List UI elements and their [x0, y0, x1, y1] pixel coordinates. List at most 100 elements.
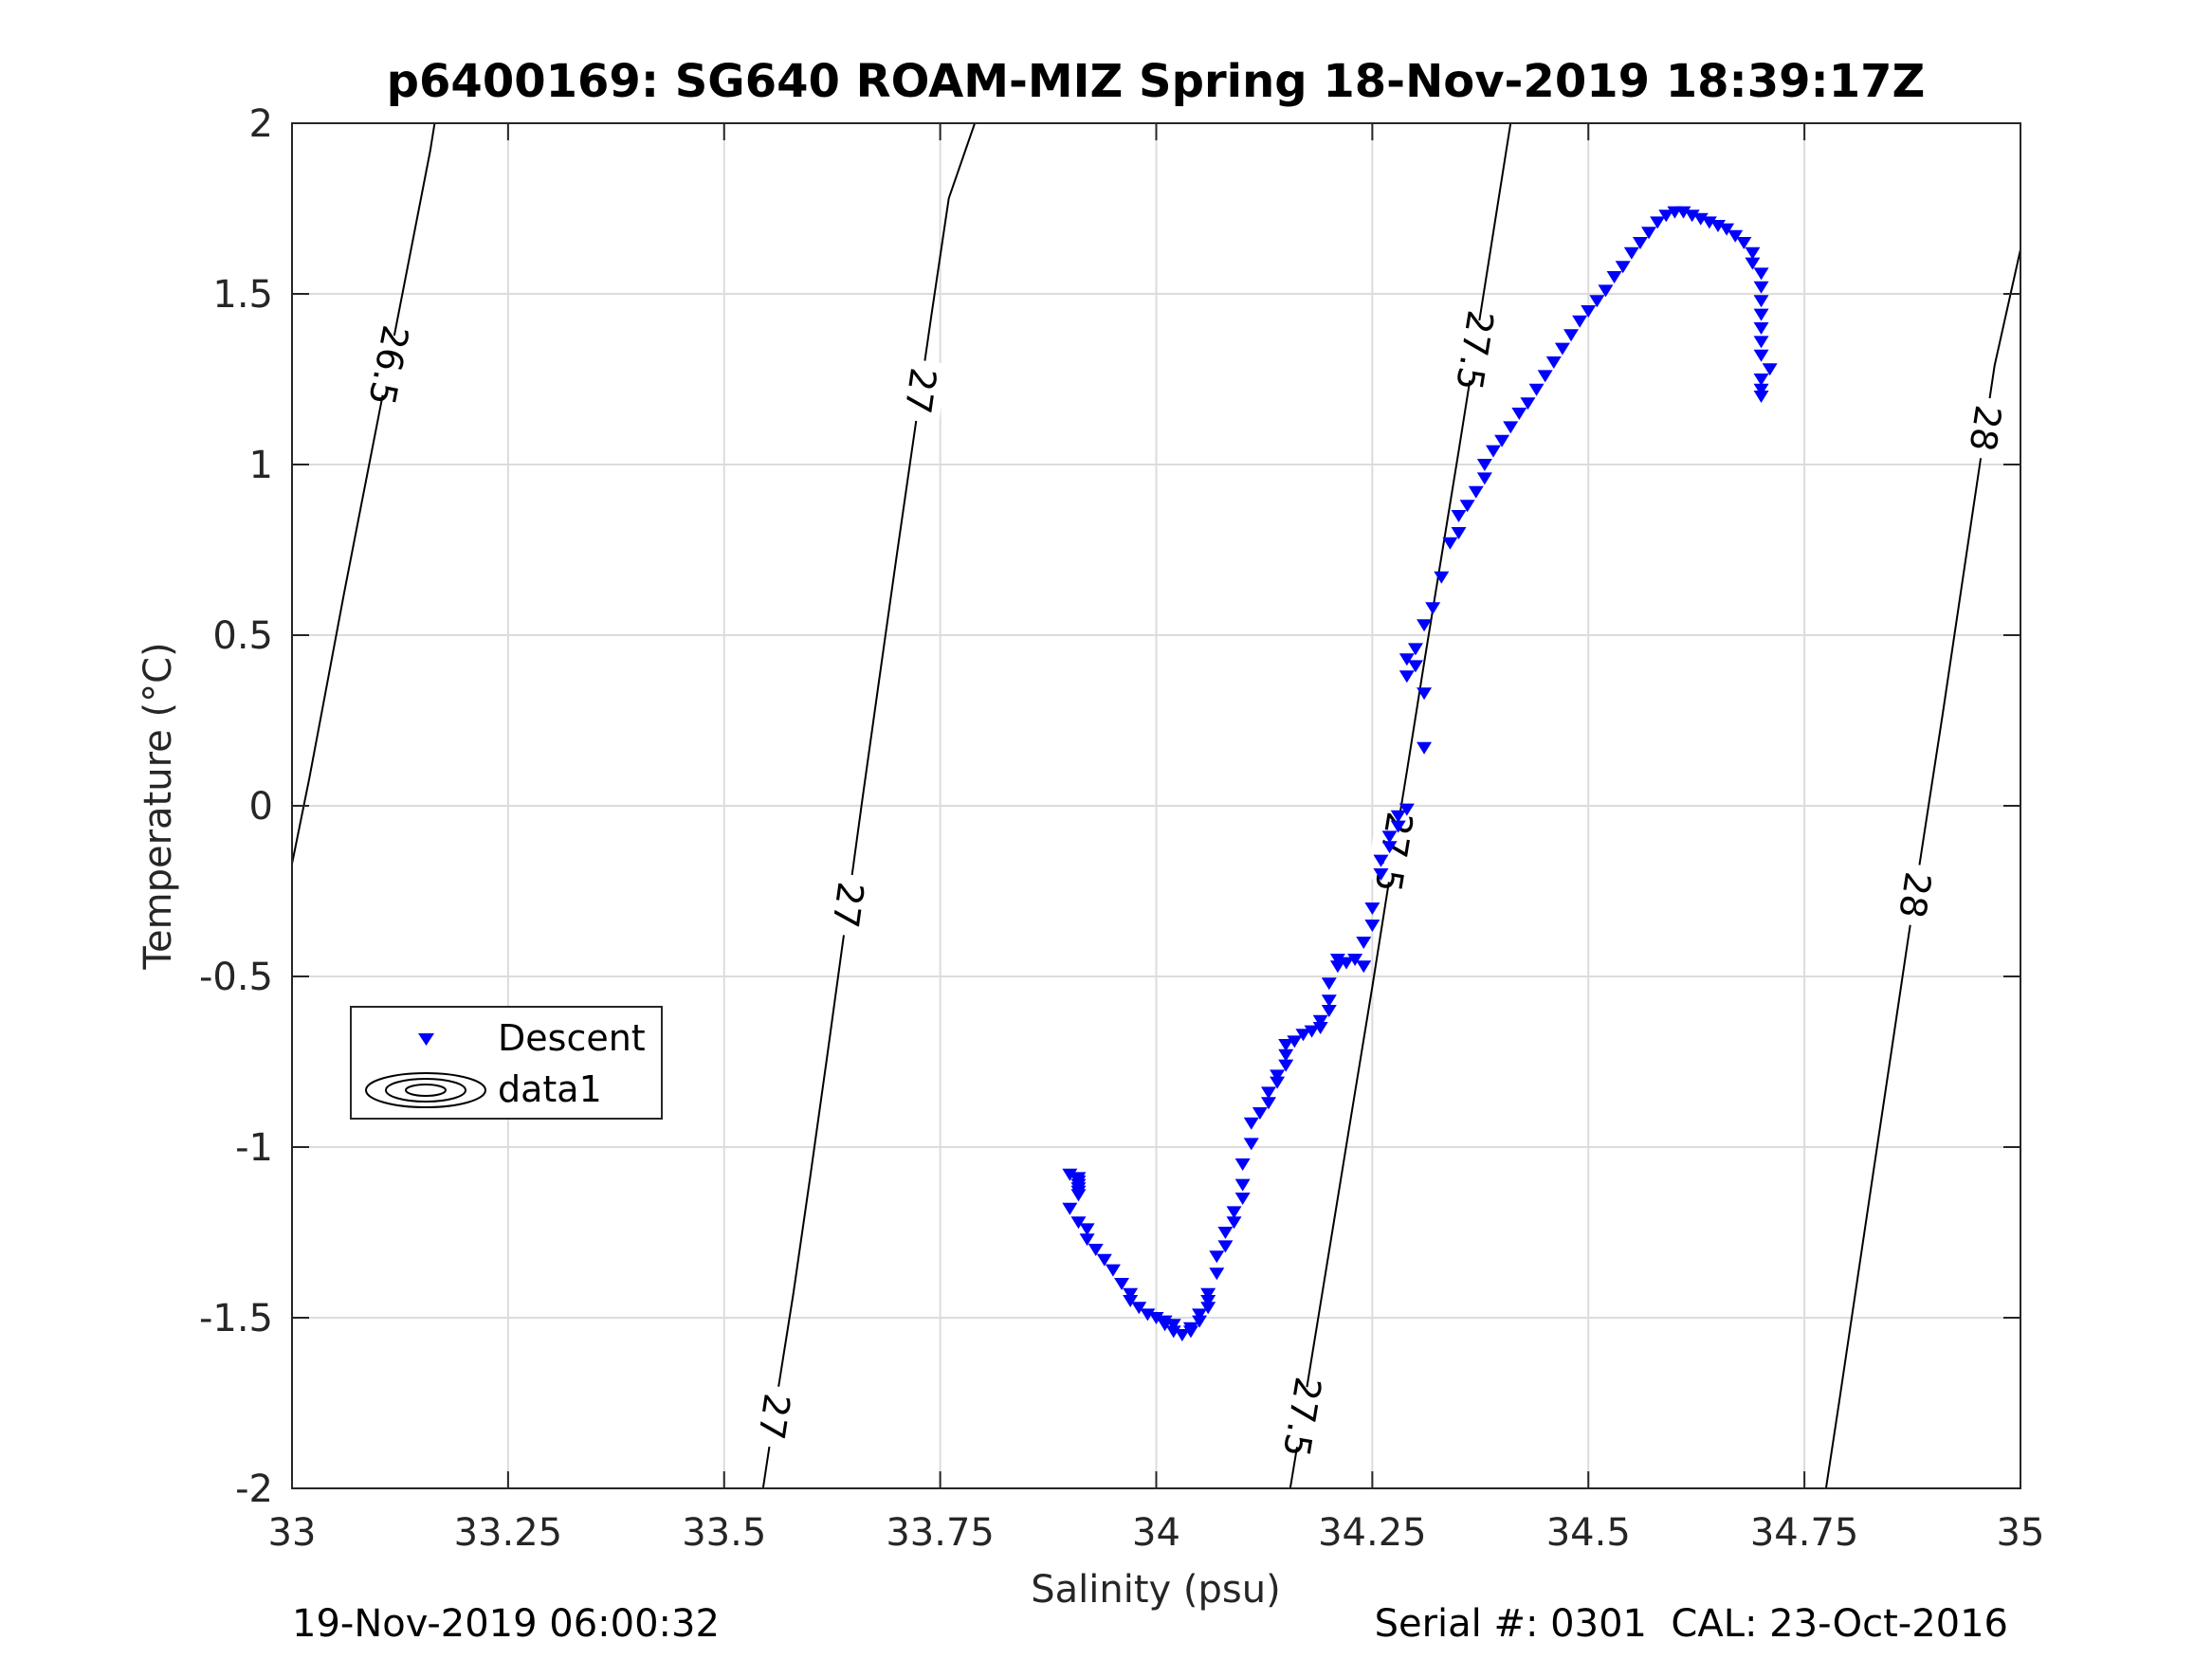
x-tick-label: 33.75	[886, 1511, 995, 1555]
descent-point	[1528, 383, 1545, 396]
descent-point	[1511, 408, 1527, 420]
descent-point	[1485, 445, 1501, 458]
descent-point	[1234, 1193, 1251, 1205]
descent-point	[1182, 1322, 1198, 1335]
descent-point	[1390, 810, 1406, 823]
isopycnal-label: 27	[897, 365, 944, 416]
descent-point	[1192, 1308, 1208, 1322]
descent-point	[1753, 295, 1769, 308]
descent-point	[1364, 920, 1380, 932]
descent-point	[1451, 527, 1467, 539]
descent-point	[1442, 537, 1458, 550]
descent-point	[1425, 602, 1441, 615]
x-axis-label: Salinity (psu)	[1031, 1568, 1280, 1612]
descent-point	[1728, 229, 1744, 243]
descent-point	[1459, 500, 1475, 513]
descent-point	[1339, 957, 1355, 970]
descent-point	[1200, 1295, 1216, 1307]
descent-point	[1321, 1005, 1337, 1017]
isopycnal-label-bg	[1447, 317, 1502, 384]
descent-point	[1217, 1227, 1234, 1239]
descent-point	[1192, 1315, 1208, 1328]
footer-timestamp: 19-Nov-2019 06:00:32	[292, 1602, 720, 1646]
y-tick-label: 1	[249, 444, 273, 487]
descent-point	[1753, 374, 1769, 386]
isopycnal-label-bg	[360, 331, 417, 400]
descent-point	[1417, 687, 1433, 701]
legend-entry-data1: data1	[498, 1068, 602, 1110]
descent-point	[1114, 1278, 1130, 1290]
descent-point	[1753, 336, 1769, 349]
descent-point	[1615, 261, 1631, 274]
descent-point	[1398, 803, 1415, 816]
descent-point	[1243, 1138, 1259, 1151]
descent-point	[1476, 472, 1492, 485]
descent-point	[1079, 1223, 1095, 1236]
descent-point	[1390, 820, 1406, 833]
descent-point	[1468, 485, 1484, 499]
descent-point	[1329, 954, 1345, 966]
footer-serial-calibration: Serial #: 0301 CAL: 23-Oct-2016	[1374, 1602, 2008, 1646]
isopycnal-label-bg	[893, 357, 948, 425]
descent-point	[1398, 670, 1415, 684]
descent-point	[1753, 383, 1769, 396]
y-tick-label: 0	[249, 785, 273, 829]
descent-point	[1356, 960, 1372, 974]
y-tick-label: 0.5	[212, 614, 273, 658]
descent-series	[1062, 206, 1778, 1341]
descent-point	[1709, 220, 1726, 232]
descent-point	[1347, 954, 1363, 966]
descent-point	[1209, 1250, 1225, 1264]
descent-point	[1209, 1267, 1225, 1281]
descent-point	[1407, 660, 1423, 673]
y-tick-label: 1.5	[212, 273, 273, 317]
descent-point	[1070, 1185, 1087, 1198]
descent-point	[1226, 1216, 1242, 1230]
chart-title: p6400169: SG640 ROAM-MIZ Spring 18-Nov-2…	[387, 55, 1926, 108]
descent-point	[1079, 1233, 1095, 1247]
descent-point	[1295, 1029, 1311, 1042]
descent-point	[1745, 246, 1761, 260]
descent-point	[1312, 1022, 1328, 1034]
descent-point	[1641, 227, 1657, 240]
x-tick-label: 34.75	[1750, 1511, 1859, 1555]
descent-point	[1123, 1287, 1139, 1301]
descent-point	[1364, 902, 1380, 915]
descent-point	[1174, 1329, 1190, 1341]
descent-point	[1753, 349, 1769, 362]
descent-point	[1062, 1202, 1078, 1215]
descent-point	[1554, 342, 1570, 356]
isopycnal-label: 28	[1961, 403, 2009, 454]
isopycnal-line	[291, 122, 436, 865]
descent-point	[1287, 1035, 1303, 1048]
descent-point	[1200, 1302, 1216, 1315]
descent-point	[1701, 216, 1717, 229]
descent-point	[1088, 1244, 1104, 1256]
descent-point	[1381, 841, 1398, 854]
isopycnal-label-bg	[1274, 1383, 1330, 1451]
x-tick-label: 33.5	[682, 1511, 766, 1555]
descent-point	[1407, 643, 1423, 656]
descent-point	[1321, 977, 1337, 991]
descent-point	[1278, 1048, 1294, 1062]
descent-point	[1719, 223, 1735, 236]
isopycnal-label-bg	[1888, 861, 1943, 929]
descent-point	[1070, 1216, 1087, 1230]
descent-point	[1563, 329, 1580, 342]
descent-point	[1537, 370, 1553, 383]
x-tick-label: 33	[268, 1511, 317, 1555]
descent-point	[1589, 295, 1605, 308]
descent-point	[1434, 571, 1450, 584]
descent-point	[1270, 1076, 1286, 1089]
descent-point	[1070, 1178, 1087, 1192]
descent-point	[1762, 363, 1778, 376]
x-tick-label: 33.25	[454, 1511, 563, 1555]
descent-point	[1165, 1319, 1181, 1332]
x-tick-label: 34.25	[1318, 1511, 1427, 1555]
descent-point	[1329, 960, 1345, 974]
descent-point	[1520, 397, 1536, 410]
descent-point	[1692, 212, 1709, 226]
descent-point	[1417, 619, 1433, 632]
descent-point	[1252, 1107, 1268, 1120]
descent-point	[1545, 356, 1562, 369]
